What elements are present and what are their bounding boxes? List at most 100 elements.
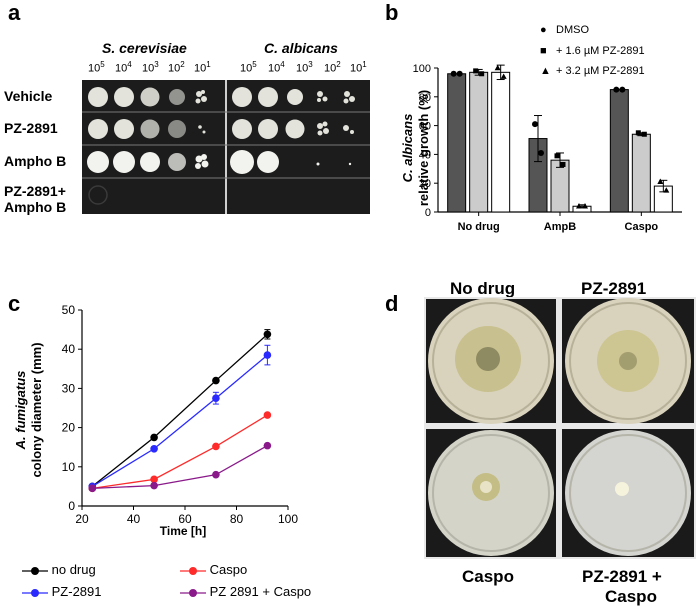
c-ytick-label: 10 xyxy=(62,460,76,474)
spot xyxy=(232,87,252,107)
panel-letter-c: c xyxy=(8,291,21,316)
data-point xyxy=(263,411,272,419)
data-point xyxy=(212,470,220,479)
data-point xyxy=(613,86,620,93)
spot xyxy=(168,120,186,138)
spot-row-vehicle xyxy=(88,87,355,107)
d-label-no-drug: No drug xyxy=(450,279,516,298)
data-point xyxy=(150,481,158,490)
bar xyxy=(609,89,629,213)
bar xyxy=(550,159,570,213)
d-label-caspo: Caspo xyxy=(462,567,514,586)
dish-no-drug xyxy=(426,298,556,424)
data-point xyxy=(263,351,272,359)
b-xtick-label: No drug xyxy=(458,221,500,233)
bar xyxy=(469,71,489,213)
c-xtick-label: 20 xyxy=(75,512,89,526)
c-legend-item-pz-2891: PZ-2891 xyxy=(22,584,102,599)
c-xlabel: Time [h] xyxy=(160,524,206,538)
spot-row-ampho-b xyxy=(87,150,352,174)
row-label-combo-line2: Ampho B xyxy=(4,199,67,215)
data-point xyxy=(619,86,626,93)
dish-combo xyxy=(562,429,694,557)
b-xtick-label: Caspo xyxy=(625,221,659,233)
row-label-pz-2891: PZ-2891 xyxy=(4,120,58,136)
dilution-label: 101 xyxy=(350,60,367,75)
spot xyxy=(285,119,305,139)
dilution-label: 101 xyxy=(194,60,211,75)
spot xyxy=(232,119,252,139)
spot-row-combo xyxy=(88,185,108,205)
spot xyxy=(343,125,349,131)
spot xyxy=(198,125,202,129)
dilution-labels: 105 104 103 102 101 105 104 103 102 101 xyxy=(0,60,370,78)
b-legend-item-32: ▲ + 3.2 µM PZ-2891 xyxy=(540,65,645,77)
spot-row-pz-2891 xyxy=(88,119,354,139)
b-xtick-label: AmpB xyxy=(544,221,576,233)
legend-marker xyxy=(180,588,206,597)
c-xtick-label: 40 xyxy=(127,512,141,526)
series-line xyxy=(92,414,268,490)
c-legend-item-no-drug: no drug xyxy=(22,562,96,577)
legend-marker-square: ■ xyxy=(540,45,547,57)
spot xyxy=(114,119,134,139)
spot xyxy=(140,119,160,139)
data-point xyxy=(554,153,560,159)
dilution-label: 103 xyxy=(142,60,159,75)
legend-label: PZ 2891 + Caspo xyxy=(209,584,312,599)
c-ylabel: colony diameter (mm) xyxy=(29,342,44,477)
spot xyxy=(317,91,323,97)
dish-pz-2891 xyxy=(562,298,694,424)
panel-letter-b: b xyxy=(385,0,399,25)
dilution-label: 105 xyxy=(240,60,257,75)
spot xyxy=(196,91,202,97)
b-legend: ● DMSO ■ + 1.6 µM PZ-2891 ▲ + 3.2 µM PZ-289… xyxy=(540,24,700,84)
spot xyxy=(114,87,134,107)
c-ytick-label: 30 xyxy=(62,381,76,395)
d-label-pz-2891: PZ-2891 xyxy=(581,279,647,298)
dish-caspo xyxy=(426,429,556,557)
line-chart-c: A. fumigatus colony diameter (mm) Time [… xyxy=(13,303,299,538)
colony xyxy=(615,482,629,496)
data-point xyxy=(538,149,544,156)
dish-rim xyxy=(432,434,550,552)
data-point xyxy=(263,330,272,339)
spot xyxy=(317,123,323,129)
data-point xyxy=(657,178,664,184)
c-legend-item-caspo: Caspo xyxy=(180,562,247,577)
data-point xyxy=(641,131,647,137)
data-point xyxy=(663,187,670,193)
b-ytick-label: 100 xyxy=(413,63,431,75)
data-point xyxy=(450,70,457,77)
legend-marker xyxy=(180,566,206,575)
species-label-s-cerevisiae: S. cerevisiae xyxy=(102,40,187,56)
legend-marker xyxy=(22,566,48,575)
d-label-combo-line2: Caspo xyxy=(605,587,657,606)
data-point xyxy=(494,64,501,71)
dilution-label: 105 xyxy=(88,60,105,75)
spot xyxy=(113,151,135,173)
spot xyxy=(257,151,279,173)
b-legend-item-dmso: ● DMSO xyxy=(540,24,589,36)
spot xyxy=(348,162,352,166)
colony-center xyxy=(476,347,500,371)
spot xyxy=(169,89,185,105)
dish-rim xyxy=(569,434,687,552)
c-ytick-label: 40 xyxy=(62,342,76,356)
data-point xyxy=(212,376,220,385)
data-point xyxy=(212,442,220,451)
data-point xyxy=(532,121,538,128)
b-plot-area: 0 20 40 60 80 100 No drug AmpB Caspo xyxy=(413,63,682,233)
series-line xyxy=(92,445,268,490)
spot xyxy=(230,150,254,174)
data-point xyxy=(150,433,158,442)
data-point xyxy=(560,161,566,167)
dish-rim xyxy=(569,302,687,420)
b-ylabel-species: C. albicans xyxy=(400,114,415,183)
spot xyxy=(344,91,350,97)
data-point xyxy=(473,68,479,74)
spot xyxy=(287,89,303,105)
data-point xyxy=(456,70,463,77)
spot xyxy=(168,153,186,171)
c-plot-area: 0 10 20 30 40 50 20 40 60 80 100 xyxy=(62,303,299,526)
